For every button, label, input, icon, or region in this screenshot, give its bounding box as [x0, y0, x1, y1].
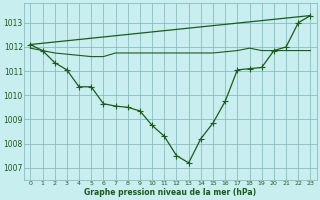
- X-axis label: Graphe pression niveau de la mer (hPa): Graphe pression niveau de la mer (hPa): [84, 188, 256, 197]
